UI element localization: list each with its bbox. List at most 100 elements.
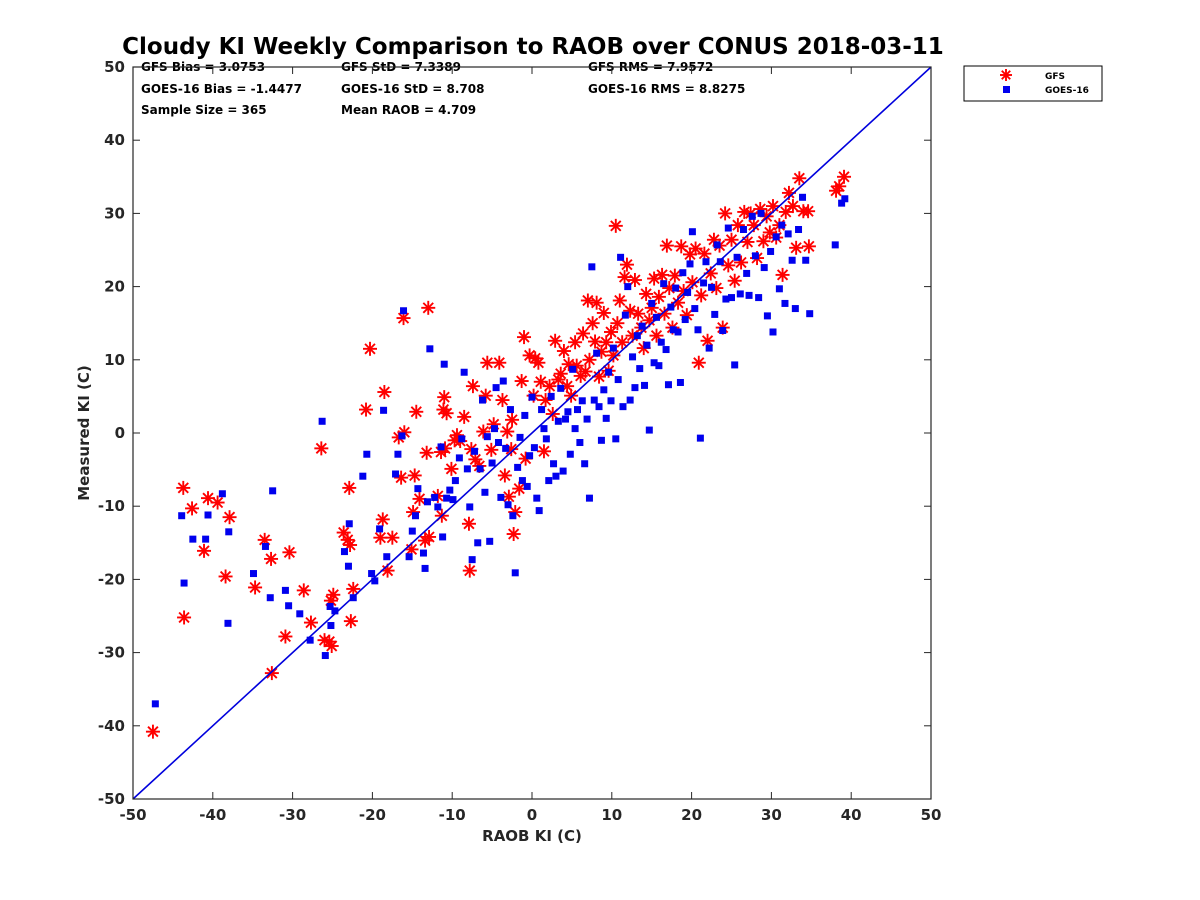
goes16-point [479,396,487,404]
goes16-point [716,258,724,266]
goes16-point [667,303,675,311]
gfs-point [651,289,666,304]
goes16-point [691,305,699,313]
goes16-point [602,414,610,422]
gfs-point [599,335,614,350]
goes16-point [733,253,741,261]
goes16-point [151,700,159,708]
gfs-point [655,267,670,282]
goes16-point [466,503,474,511]
goes16-point [657,338,665,346]
gfs-point [296,583,311,598]
goes16-point [609,344,617,352]
gfs-point [556,344,571,359]
gfs-point [694,288,709,303]
goes16-point [778,221,786,229]
goes16-point [392,470,400,478]
goes16-point [569,365,577,373]
goes16-point [266,594,274,602]
gfs-point [548,333,563,348]
goes16-point [641,381,649,389]
goes16-point [492,384,500,392]
goes16-point [440,360,448,368]
goes16-point [705,344,713,352]
goes16-point [739,226,747,234]
goes16-point [345,520,353,528]
goes16-point [533,494,541,502]
goes16-point [621,311,629,319]
gfs-point [282,545,297,560]
legend-gfs-asterisk [1000,69,1012,81]
goes16-point [831,241,839,249]
goes16-point [547,392,555,400]
goes16-point [559,467,567,475]
stat-annotation: GOES-16 RMS = 8.8275 [588,82,745,96]
goes16-point [643,341,651,349]
gfs-point [201,491,216,506]
gfs-point [553,366,568,381]
y-tick-label: -10 [98,497,125,515]
gfs-point [568,335,583,350]
goes16-point [380,406,388,414]
goes16-point [684,288,692,296]
x-tick-label: -20 [359,806,386,824]
goes16-point [564,408,572,416]
goes16-point [528,393,536,401]
gfs-point [145,724,160,739]
legend-gfs-marker [1000,69,1012,81]
goes16-point [700,279,708,287]
gfs-point [409,404,424,419]
goes16-point [363,450,371,458]
goes16-point [688,228,696,236]
goes16-point [458,435,466,443]
goes16-point [481,488,489,496]
goes16-point [261,542,269,550]
gfs-point [492,355,507,370]
goes16-point [204,511,212,519]
gfs-point [627,273,642,288]
gfs-point [674,239,689,254]
goes16-point [499,377,507,385]
goes16-point [400,307,408,315]
gfs-point [517,330,532,345]
goes16-point [285,602,293,610]
gfs-point [659,238,674,253]
goes16-point [326,602,334,610]
goes16-point [460,368,468,376]
goes16-point [624,283,632,291]
gfs-point [465,379,480,394]
goes16-point [664,381,672,389]
goes16-point [383,553,391,561]
y-axis-ticks: -50 -40 -30 -20 -10 0 10 20 30 40 50 [98,58,931,808]
goes16-point [306,636,314,644]
goes16-point [318,417,326,425]
goes16-point [719,327,727,335]
goes16-point [405,553,413,561]
gfs-point [439,406,454,421]
goes16-point [571,425,579,433]
gfs-point [801,204,816,219]
gfs-point [756,234,771,249]
gfs-point [444,461,459,476]
goes16-point [626,396,634,404]
goes16-point [650,359,658,367]
goes16-point [249,570,257,578]
goes16-point [775,285,783,293]
gfs-point [585,316,600,331]
gfs-point [457,409,472,424]
goes16-point [660,280,668,288]
gfs-point [278,629,293,644]
gfs-point [792,171,807,186]
goes16-point [554,417,562,425]
stat-annotation: Sample Size = 365 [141,103,267,117]
gfs-point [718,206,733,221]
goes16-point [411,512,419,520]
gfs-point [551,372,566,387]
goes16-point [597,436,605,444]
x-tick-label: -30 [279,806,306,824]
goes16-point [359,472,367,480]
goes16-point [394,450,402,458]
gfs-point [580,293,595,308]
goes16-point [511,569,519,577]
goes16-point [476,465,484,473]
